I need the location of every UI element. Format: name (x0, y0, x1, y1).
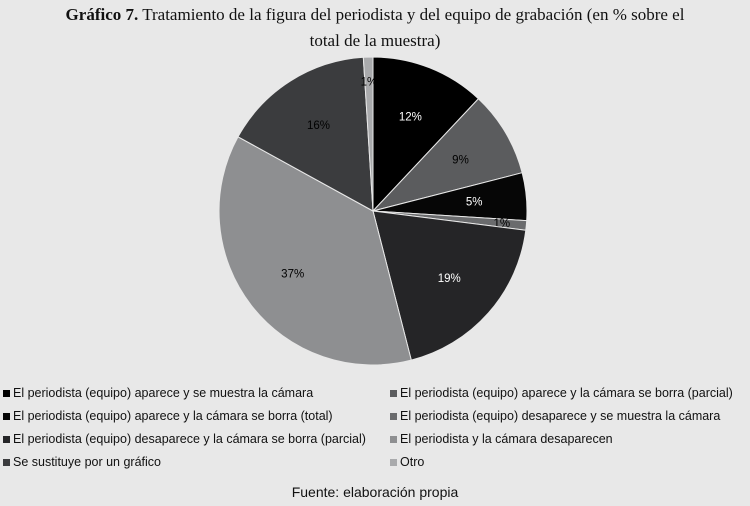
legend-item-7: Se sustituye por un gráfico (3, 455, 161, 469)
legend-swatch (3, 412, 10, 420)
legend-label: El periodista y la cámara desaparecen (400, 432, 613, 446)
pie-slice (237, 56, 374, 212)
pie-slice-label: 19% (438, 273, 461, 285)
chart-title-line-2: total de la muestra) (309, 31, 441, 50)
chart-title-lead: Gráfico 7. (65, 5, 139, 24)
legend-item-8: Otro (390, 455, 424, 469)
pie-slice-label: 5% (466, 196, 483, 208)
legend-label: Se sustituye por un gráfico (13, 455, 161, 469)
legend-item-2: El periodista (equipo) aparece y la cáma… (390, 386, 733, 400)
legend-swatch (390, 435, 397, 443)
pie-slice-label: 16% (307, 120, 330, 132)
legend-label: El periodista (equipo) desaparece y la c… (13, 432, 366, 446)
pie-slice (218, 136, 412, 366)
pie-slice (362, 56, 374, 212)
legend-swatch (390, 389, 397, 397)
legend-item-3: El periodista (equipo) aparece y la cáma… (3, 409, 333, 423)
legend-item-4: El periodista (equipo) desaparece y se m… (390, 409, 720, 423)
chart-title-text: Tratamiento de la figura del periodista … (142, 5, 685, 24)
pie-slice (371, 98, 523, 212)
legend: El periodista (equipo) aparece y se mues… (0, 386, 750, 476)
pie-chart: 12%9%5%1%19%37%16%1% (218, 56, 528, 366)
pie-slice-label: 37% (281, 268, 304, 280)
pie-slice (372, 210, 527, 361)
legend-label: El periodista (equipo) aparece y la cáma… (13, 409, 333, 423)
legend-item-1: El periodista (equipo) aparece y se mues… (3, 386, 313, 400)
legend-swatch (3, 458, 10, 466)
legend-item-5: El periodista (equipo) desaparece y la c… (3, 432, 366, 446)
pie-slice-label: 9% (452, 154, 469, 166)
pie-slice-label: 1% (361, 77, 378, 89)
legend-label: El periodista (equipo) aparece y se mues… (13, 386, 314, 400)
pie-slice (372, 56, 480, 213)
legend-swatch (3, 435, 10, 443)
pie-slice-label: 12% (399, 111, 422, 123)
legend-item-6: El periodista y la cámara desaparecen (390, 432, 613, 446)
chart-title-line-1: Gráfico 7. Tratamiento de la figura del … (0, 2, 750, 28)
legend-swatch (390, 412, 397, 420)
legend-label: Otro (400, 455, 425, 469)
legend-label: El periodista (equipo) aparece y la cáma… (400, 386, 733, 400)
chart-title: Gráfico 7. Tratamiento de la figura del … (0, 2, 750, 54)
legend-swatch (3, 389, 10, 397)
source-note: Fuente: elaboración propia (291, 484, 459, 500)
legend-swatch (390, 458, 397, 466)
legend-label: El periodista (equipo) desaparece y se m… (400, 409, 721, 423)
